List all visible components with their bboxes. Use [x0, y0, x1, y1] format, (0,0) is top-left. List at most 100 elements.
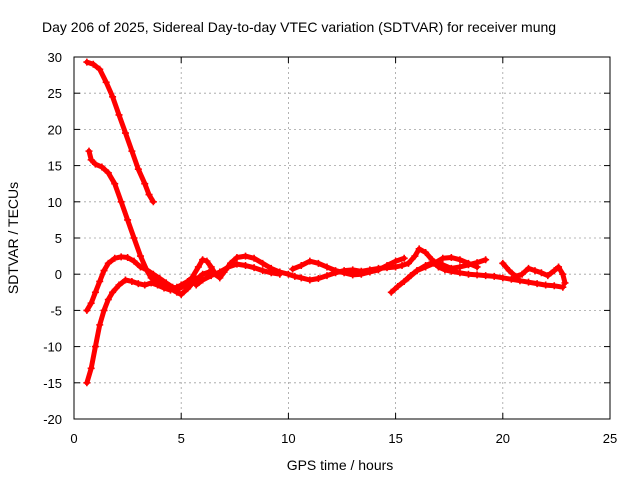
x-tick-label: 5 [178, 431, 185, 446]
data-point [505, 267, 513, 275]
data-point [314, 275, 322, 283]
data-point [464, 259, 472, 267]
data-point [207, 263, 215, 271]
data-point [250, 264, 258, 272]
data-point [89, 60, 97, 68]
data-point [323, 263, 331, 271]
data-point [102, 78, 110, 86]
data-point [306, 257, 314, 265]
data-point [456, 263, 464, 271]
data-point [156, 275, 164, 283]
data-point [83, 379, 91, 387]
data-point [207, 272, 215, 280]
data-point [87, 299, 95, 307]
data-point [544, 272, 552, 280]
data-point [537, 269, 545, 277]
data-point [291, 272, 299, 280]
data-point [134, 280, 142, 288]
data-point [162, 279, 170, 287]
data-point [525, 278, 533, 286]
data-point [83, 306, 91, 314]
data-point [96, 321, 104, 329]
series-track-1 [84, 59, 156, 205]
y-axis-label: SDTVAR / TECUs [5, 182, 21, 294]
data-point [323, 272, 331, 280]
data-point [447, 254, 455, 262]
data-point [216, 268, 224, 276]
data-series [83, 58, 569, 387]
data-point [85, 147, 93, 155]
x-tick-label: 15 [388, 431, 402, 446]
data-point [357, 270, 365, 278]
data-point [98, 163, 106, 171]
data-point [143, 266, 151, 274]
data-point [550, 267, 558, 275]
data-point [447, 264, 455, 272]
data-point [111, 254, 119, 262]
data-point [100, 267, 108, 275]
y-tick-label: -10 [43, 340, 62, 355]
data-point [276, 270, 284, 278]
data-point [297, 274, 305, 282]
data-point [464, 270, 472, 278]
data-point [130, 234, 138, 242]
y-tick-label: 30 [48, 50, 62, 65]
data-point [482, 272, 490, 280]
data-point [542, 281, 550, 289]
data-point [115, 281, 123, 289]
x-tick-label: 10 [281, 431, 295, 446]
data-point [383, 262, 391, 270]
data-point [111, 180, 119, 188]
data-point [91, 160, 99, 168]
data-point [87, 156, 95, 164]
data-point [224, 263, 232, 271]
data-point [404, 259, 412, 267]
data-point [83, 58, 91, 66]
x-tick-label: 25 [603, 431, 617, 446]
data-point [87, 364, 95, 372]
data-point [177, 290, 185, 298]
data-point [100, 306, 108, 314]
data-point [555, 263, 563, 271]
data-point [192, 281, 200, 289]
y-tick-label: 20 [48, 122, 62, 137]
data-point [392, 257, 400, 265]
data-point [181, 281, 189, 289]
data-point [242, 252, 250, 260]
data-point [349, 271, 357, 279]
data-point [267, 269, 275, 277]
y-tick-label: -15 [43, 376, 62, 391]
data-point [160, 284, 168, 292]
data-point [96, 65, 104, 73]
grid [74, 57, 610, 419]
data-point [141, 281, 149, 289]
data-point [145, 191, 153, 199]
data-point [115, 111, 123, 119]
data-point [117, 253, 125, 261]
data-point [130, 257, 138, 265]
data-point [512, 272, 520, 280]
data-point [121, 129, 129, 137]
data-point [250, 254, 258, 262]
data-point [404, 274, 412, 282]
y-tick-label: 0 [55, 267, 62, 282]
data-point [136, 252, 144, 260]
data-point [149, 270, 157, 278]
data-point [550, 282, 558, 290]
data-point [121, 276, 129, 284]
data-point [242, 262, 250, 270]
data-point [456, 256, 464, 264]
data-point [415, 245, 423, 253]
data-point [199, 256, 207, 264]
chart-title: Day 206 of 2025, Sidereal Day-to-day VTE… [42, 19, 556, 35]
data-point [439, 261, 447, 269]
data-point [398, 262, 406, 270]
data-point [117, 198, 125, 206]
data-point [91, 288, 99, 296]
data-point [147, 279, 155, 287]
data-point [413, 267, 421, 275]
data-point [104, 296, 112, 304]
x-axis-label: GPS time / hours [287, 457, 394, 473]
data-point [124, 254, 132, 262]
data-point [109, 288, 117, 296]
